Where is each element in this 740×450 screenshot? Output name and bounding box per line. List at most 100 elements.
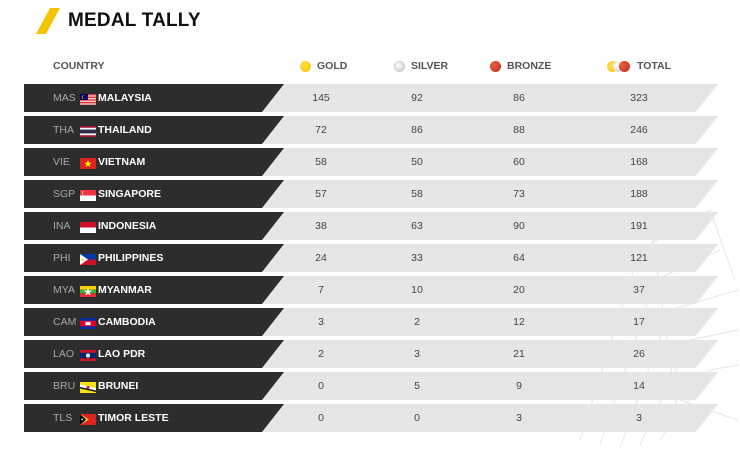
table-row: THA THAILAND 72 86 88 246 xyxy=(24,116,724,144)
silver-count: 2 xyxy=(414,316,420,328)
header-country: COUNTRY xyxy=(53,56,105,76)
silver-count: 58 xyxy=(411,188,423,200)
gold-count: 24 xyxy=(315,252,327,264)
header-total: TOTAL xyxy=(607,56,671,76)
table-row: LAO LAO PDR 2 3 21 26 xyxy=(24,340,724,368)
country-name: CAMBODIA xyxy=(98,316,156,328)
gold-count: 72 xyxy=(315,124,327,136)
bronze-count: 21 xyxy=(513,348,525,360)
country-name: MALAYSIA xyxy=(98,92,152,104)
total-count: 26 xyxy=(633,348,645,360)
country-cell xyxy=(24,180,284,208)
bronze-count: 12 xyxy=(513,316,525,328)
silver-count: 0 xyxy=(414,412,420,424)
country-cell xyxy=(24,244,284,272)
silver-count: 63 xyxy=(411,220,423,232)
gold-medal-icon xyxy=(300,60,311,72)
myanmar-flag-icon xyxy=(80,284,96,297)
bronze-count: 3 xyxy=(516,412,522,424)
singapore-flag-icon xyxy=(80,188,96,201)
cambodia-flag-icon xyxy=(80,316,96,329)
table-row: MYA MYANMAR 7 10 20 37 xyxy=(24,276,724,304)
country-code: CAM xyxy=(53,316,77,328)
silver-count: 86 xyxy=(411,124,423,136)
country-name: TIMOR LESTE xyxy=(98,412,169,424)
bronze-count: 60 xyxy=(513,156,525,168)
country-code: INA xyxy=(53,220,71,232)
title-slash-icon xyxy=(36,8,60,34)
country-name: PHILIPPINES xyxy=(98,252,164,264)
country-cell xyxy=(24,404,284,432)
header-bronze-label: BRONZE xyxy=(507,60,552,72)
bronze-medal-icon xyxy=(490,60,501,72)
vietnam-flag-icon xyxy=(80,156,96,169)
country-code: SGP xyxy=(53,188,76,200)
total-count: 323 xyxy=(630,92,648,104)
country-cell xyxy=(24,340,284,368)
total-count: 17 xyxy=(633,316,645,328)
country-cell xyxy=(24,212,284,240)
country-cell xyxy=(24,308,284,336)
table-row: TLS TIMOR LESTE 0 0 3 3 xyxy=(24,404,724,432)
table-row: MAS MALAYSIA 145 92 86 323 xyxy=(24,84,724,112)
bronze-count: 64 xyxy=(513,252,525,264)
silver-count: 5 xyxy=(414,380,420,392)
country-name: BRUNEI xyxy=(98,380,139,392)
total-medals-icon xyxy=(607,60,631,72)
table-row: VIE VIETNAM 58 50 60 168 xyxy=(24,148,724,176)
bronze-count: 73 xyxy=(513,188,525,200)
gold-count: 3 xyxy=(318,316,324,328)
medal-table: MAS MALAYSIA 145 92 86 323 THA THAILAND … xyxy=(24,84,724,436)
malaysia-flag-icon xyxy=(80,92,96,105)
country-code: LAO xyxy=(53,348,75,360)
country-code: TLS xyxy=(53,412,73,424)
country-name: LAO PDR xyxy=(98,348,146,360)
bronze-count: 20 xyxy=(513,284,525,296)
country-code: THA xyxy=(53,124,74,136)
header-silver: SILVER xyxy=(394,56,448,76)
gold-count: 0 xyxy=(318,380,324,392)
total-count: 191 xyxy=(630,220,648,232)
silver-count: 92 xyxy=(411,92,423,104)
philippines-flag-icon xyxy=(80,252,96,265)
bronze-count: 9 xyxy=(516,380,522,392)
table-row: PHI PHILIPPINES 24 33 64 121 xyxy=(24,244,724,272)
bronze-count: 90 xyxy=(513,220,525,232)
gold-count: 38 xyxy=(315,220,327,232)
bronze-count: 88 xyxy=(513,124,525,136)
laos-flag-icon xyxy=(80,348,96,361)
country-cell xyxy=(24,116,284,144)
total-count: 246 xyxy=(630,124,648,136)
header-total-label: TOTAL xyxy=(637,60,672,72)
total-count: 121 xyxy=(630,252,648,264)
country-code: MYA xyxy=(53,284,75,296)
country-name: VIETNAM xyxy=(98,156,146,168)
silver-count: 50 xyxy=(411,156,423,168)
country-code: PHI xyxy=(53,252,71,264)
total-count: 3 xyxy=(636,412,642,424)
thailand-flag-icon xyxy=(80,124,96,137)
gold-count: 7 xyxy=(318,284,324,296)
table-row: CAM CAMBODIA 3 2 12 17 xyxy=(24,308,724,336)
gold-count: 57 xyxy=(315,188,327,200)
total-count: 168 xyxy=(630,156,648,168)
brunei-flag-icon xyxy=(80,380,96,393)
bronze-count: 86 xyxy=(513,92,525,104)
header-gold: GOLD xyxy=(300,56,347,76)
indonesia-flag-icon xyxy=(80,220,96,233)
table-row: SGP SINGAPORE 57 58 73 188 xyxy=(24,180,724,208)
country-name: SINGAPORE xyxy=(98,188,162,200)
header-silver-label: SILVER xyxy=(411,60,449,72)
silver-count: 3 xyxy=(414,348,420,360)
gold-count: 145 xyxy=(312,92,330,104)
table-row: BRU BRUNEI 0 5 9 14 xyxy=(24,372,724,400)
country-name: THAILAND xyxy=(98,124,152,136)
table-row: INA INDONESIA 38 63 90 191 xyxy=(24,212,724,240)
page-title: MEDAL TALLY xyxy=(68,10,201,31)
country-name: INDONESIA xyxy=(98,220,157,232)
country-cell xyxy=(24,372,284,400)
country-cell xyxy=(24,84,284,112)
timor-leste-flag-icon xyxy=(80,412,96,425)
header-gold-label: GOLD xyxy=(317,60,348,72)
silver-medal-icon xyxy=(394,60,405,72)
